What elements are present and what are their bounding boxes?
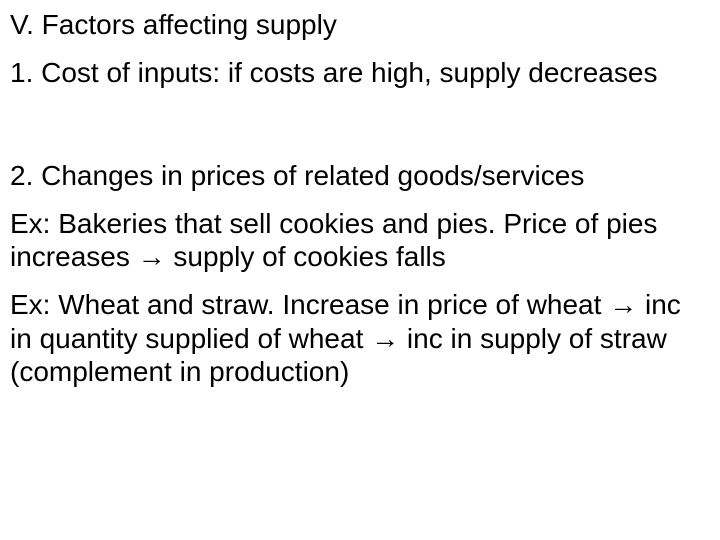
slide: V. Factors affecting supply 1. Cost of i… — [0, 0, 720, 540]
example-1: Ex: Bakeries that sell cookies and pies.… — [10, 207, 710, 274]
arrow-icon: → — [371, 323, 399, 354]
point-1: 1. Cost of inputs: if costs are high, su… — [10, 56, 710, 90]
section-heading: V. Factors affecting supply — [10, 8, 710, 42]
example-2: Ex: Wheat and straw. Increase in price o… — [10, 288, 710, 389]
ex2-text-a: Ex: Wheat and straw. Increase in price o… — [10, 289, 609, 320]
arrow-icon: → — [609, 289, 637, 320]
spacer — [10, 103, 710, 159]
arrow-icon: → — [138, 241, 166, 272]
point-2: 2. Changes in prices of related goods/se… — [10, 159, 710, 193]
ex1-text-b: supply of cookies falls — [166, 241, 446, 272]
